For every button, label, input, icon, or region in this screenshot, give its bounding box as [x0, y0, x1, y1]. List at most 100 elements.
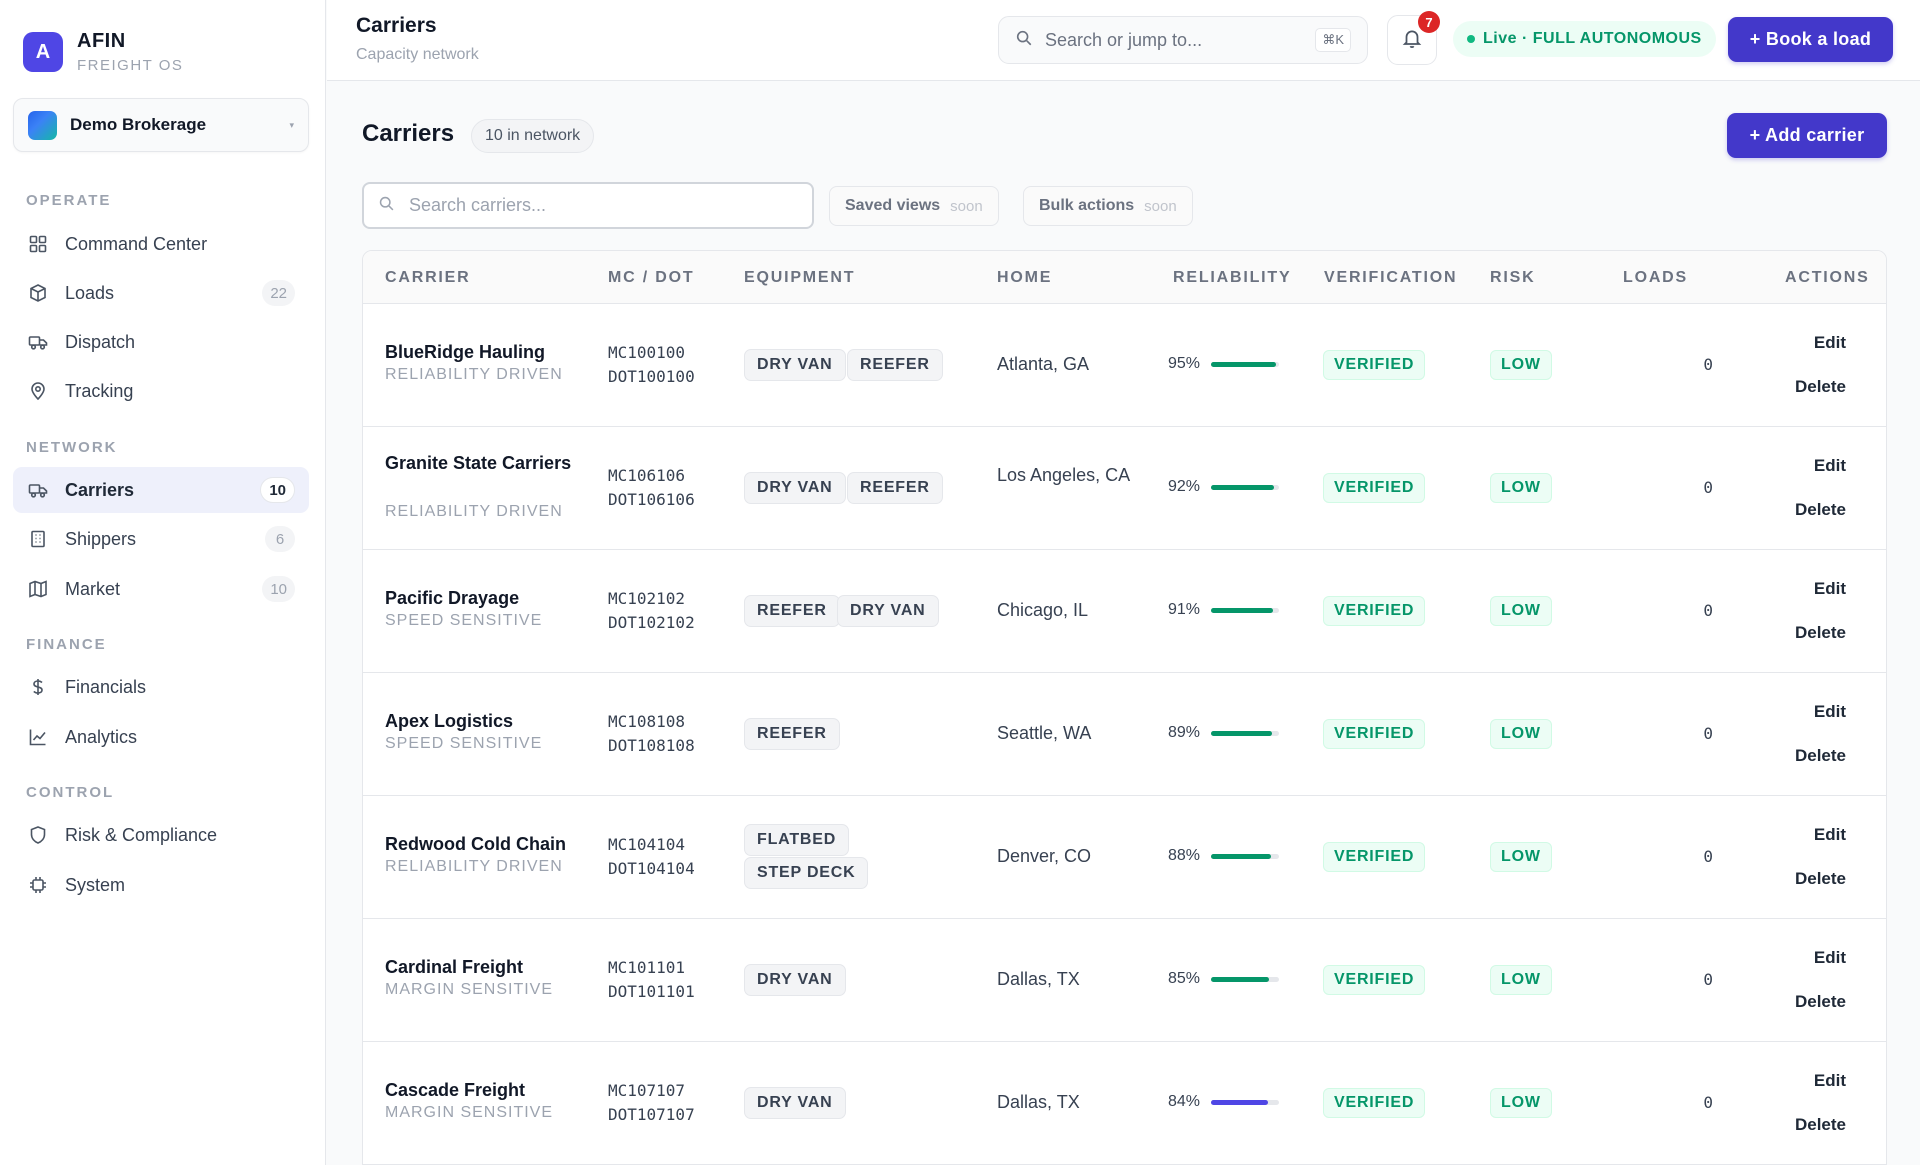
column-header-actions: ACTIONS	[1785, 269, 1870, 286]
carrier-search-input[interactable]: Search carriers...	[362, 182, 814, 229]
sidebar-item-label: Market	[65, 578, 121, 599]
reliability-bar-fill	[1211, 608, 1273, 613]
equipment-tag: REEFER	[847, 472, 943, 504]
delete-button[interactable]: Delete	[1794, 992, 1846, 1011]
saved-views-button[interactable]: Saved views soon	[829, 186, 999, 226]
global-search-input[interactable]: Search or jump to... ⌘K	[998, 16, 1368, 64]
dot-number: DOT100100	[608, 367, 695, 386]
loads-count: 0	[1703, 847, 1713, 866]
column-header-risk[interactable]: RISK	[1490, 269, 1536, 286]
carrier-name[interactable]: BlueRidge Hauling	[385, 342, 546, 362]
mc-number: MC106106	[608, 466, 686, 485]
table-row[interactable]: Apex Logistics SPEED SENSITIVE MC108108 …	[363, 673, 1886, 796]
column-header-home[interactable]: HOME	[997, 269, 1053, 286]
truck-icon	[27, 331, 49, 353]
home-location: Los Angeles, CA	[997, 465, 1131, 485]
risk-badge: LOW	[1490, 596, 1552, 626]
verification-badge: VERIFIED	[1323, 719, 1426, 749]
equipment-tag: STEP DECK	[744, 857, 869, 889]
sidebar-item-financials[interactable]: Financials	[13, 664, 309, 710]
carrier-name[interactable]: Cardinal Freight	[385, 957, 524, 977]
search-placeholder: Search or jump to...	[1045, 29, 1203, 50]
sidebar-item-shippers[interactable]: Shippers 6	[13, 516, 309, 562]
delete-button[interactable]: Delete	[1794, 1115, 1846, 1134]
soon-label: soon	[950, 197, 983, 215]
carrier-name[interactable]: Granite State Carriers	[385, 453, 572, 473]
table-header: CARRIER MC / DOT EQUIPMENT HOME RELIABIL…	[363, 251, 1886, 304]
cpu-icon	[27, 874, 49, 896]
edit-button[interactable]: Edit	[1813, 1071, 1846, 1090]
notifications-button[interactable]: 7	[1387, 11, 1440, 65]
sidebar-item-dispatch[interactable]: Dispatch	[13, 319, 309, 365]
sidebar-item-label: Carriers	[65, 479, 135, 500]
carrier-name[interactable]: Redwood Cold Chain	[385, 834, 566, 854]
risk-badge: LOW	[1490, 965, 1552, 995]
table-row[interactable]: Redwood Cold Chain RELIABILITY DRIVEN MC…	[363, 796, 1886, 919]
carrier-name[interactable]: Cascade Freight	[385, 1080, 526, 1100]
sidebar-item-system[interactable]: System	[13, 862, 309, 908]
carrier-name[interactable]: Pacific Drayage	[385, 588, 520, 608]
dot-number: DOT101101	[608, 982, 695, 1001]
sidebar-item-label: Risk & Compliance	[65, 824, 218, 845]
delete-button[interactable]: Delete	[1794, 500, 1846, 519]
delete-button[interactable]: Delete	[1794, 746, 1846, 765]
reliability-bar	[1211, 608, 1279, 613]
column-header-equipment[interactable]: EQUIPMENT	[744, 269, 856, 286]
reliability-percent: 91%	[1168, 601, 1201, 618]
delete-button[interactable]: Delete	[1794, 623, 1846, 642]
column-header-mc-dot[interactable]: MC / DOT	[608, 269, 695, 286]
sidebar-item-loads[interactable]: Loads 22	[13, 270, 309, 316]
mc-number: MC104104	[608, 835, 686, 854]
column-header-reliability[interactable]: RELIABILITY	[1173, 269, 1292, 286]
book-load-button[interactable]: + Book a load	[1728, 17, 1893, 62]
reliability-bar	[1211, 362, 1279, 367]
carrier-tag: RELIABILITY DRIVEN	[385, 366, 563, 383]
chart-line-icon	[27, 726, 49, 748]
dot-number: DOT104104	[608, 859, 695, 878]
table-row[interactable]: Granite State Carriers RELIABILITY DRIVE…	[363, 427, 1886, 550]
edit-button[interactable]: Edit	[1813, 333, 1846, 352]
brand-name: AFIN	[77, 30, 126, 52]
bulk-actions-button[interactable]: Bulk actions soon	[1023, 186, 1193, 226]
table-row[interactable]: Cardinal Freight MARGIN SENSITIVE MC1011…	[363, 919, 1886, 1042]
section-title: Carriers	[362, 120, 455, 147]
org-switcher[interactable]: Demo Brokerage ▾	[13, 98, 309, 152]
table-row[interactable]: BlueRidge Hauling RELIABILITY DRIVEN MC1…	[363, 304, 1886, 427]
column-header-carrier[interactable]: CARRIER	[385, 269, 471, 286]
dot-number: DOT107107	[608, 1105, 695, 1124]
edit-button[interactable]: Edit	[1813, 702, 1846, 721]
risk-badge: LOW	[1490, 842, 1552, 872]
reliability-bar-fill	[1211, 1100, 1269, 1105]
sidebar-item-tracking[interactable]: Tracking	[13, 368, 309, 414]
sidebar-item-command-center[interactable]: Command Center	[13, 221, 309, 267]
column-header-loads[interactable]: LOADS	[1623, 269, 1688, 286]
verification-badge: VERIFIED	[1323, 596, 1426, 626]
box-icon	[27, 282, 49, 304]
delete-button[interactable]: Delete	[1794, 377, 1846, 396]
carrier-tag: MARGIN SENSITIVE	[385, 1104, 554, 1121]
sidebar-item-analytics[interactable]: Analytics	[13, 714, 309, 760]
sidebar-item-risk-compliance[interactable]: Risk & Compliance	[13, 812, 309, 858]
home-location: Dallas, TX	[997, 969, 1080, 989]
reliability-bar-fill	[1211, 362, 1276, 367]
verification-badge: VERIFIED	[1323, 965, 1426, 995]
carrier-name[interactable]: Apex Logistics	[385, 711, 514, 731]
table-row[interactable]: Pacific Drayage SPEED SENSITIVE MC102102…	[363, 550, 1886, 673]
edit-button[interactable]: Edit	[1813, 825, 1846, 844]
sidebar-item-market[interactable]: Market 10	[13, 566, 309, 612]
edit-button[interactable]: Edit	[1813, 579, 1846, 598]
home-location: Dallas, TX	[997, 1092, 1080, 1112]
nav-section-control: CONTROL	[26, 784, 115, 801]
brand[interactable]: A AFIN FREIGHT OS	[23, 30, 183, 74]
verification-badge: VERIFIED	[1323, 842, 1426, 872]
sidebar-item-carriers[interactable]: Carriers 10	[13, 467, 309, 513]
edit-button[interactable]: Edit	[1813, 456, 1846, 475]
column-header-verification[interactable]: VERIFICATION	[1324, 269, 1458, 286]
delete-button[interactable]: Delete	[1794, 869, 1846, 888]
add-carrier-button[interactable]: + Add carrier	[1727, 113, 1887, 158]
risk-badge: LOW	[1490, 350, 1552, 380]
table-row[interactable]: Cascade Freight MARGIN SENSITIVE MC10710…	[363, 1042, 1886, 1165]
edit-button[interactable]: Edit	[1813, 948, 1846, 967]
reliability-percent: 95%	[1168, 355, 1201, 372]
shield-icon	[27, 824, 49, 846]
